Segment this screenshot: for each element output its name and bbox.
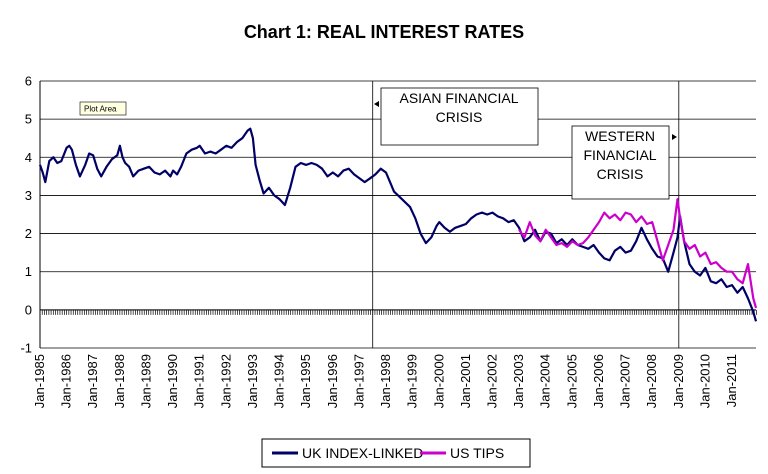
x-tick-label: Jan-1988 <box>112 354 127 408</box>
x-tick-label: Jan-1992 <box>218 354 233 408</box>
x-tick-label: Jan-1986 <box>59 354 74 408</box>
legend-label: US TIPS <box>450 445 504 461</box>
series-line-0 <box>38 127 758 322</box>
annotation-asian: ASIAN FINANCIAL CRISIS <box>374 87 539 146</box>
annotation-arrow-icon <box>672 134 677 140</box>
x-tick-label: Jan-1997 <box>351 354 366 408</box>
x-tick-label: Jan-1987 <box>85 354 100 408</box>
x-tick-label: Jan-1995 <box>298 354 313 408</box>
y-tick-label: 0 <box>25 302 32 317</box>
x-tick-label: Jan-2004 <box>538 354 553 408</box>
x-tick-label: Jan-1985 <box>32 354 47 408</box>
x-tick-label: Jan-2007 <box>618 354 633 408</box>
tooltip-text: Plot Area <box>84 105 117 114</box>
x-tick-label: Jan-1993 <box>245 354 260 408</box>
annotation-arrow-icon <box>374 101 379 107</box>
x-tick-label: Jan-1991 <box>192 354 207 408</box>
y-tick-label: 3 <box>25 188 32 203</box>
x-tick-label: Jan-1994 <box>272 354 287 408</box>
x-tick-label: Jan-2009 <box>671 354 686 408</box>
x-axis-ticks <box>39 309 757 315</box>
y-tick-label: -1 <box>20 341 32 356</box>
x-tick-label: Jan-1998 <box>378 354 393 408</box>
annotation-text: CRISIS <box>436 109 483 125</box>
annotation-text: ASIAN FINANCIAL <box>399 90 518 106</box>
annotation-box <box>380 87 539 146</box>
x-tick-label: Jan-2006 <box>591 354 606 408</box>
legend-item-1: US TIPS <box>420 445 504 461</box>
legend-label: UK INDEX-LINKED <box>302 445 423 461</box>
x-tick-label: Jan-2003 <box>511 354 526 408</box>
x-tick-label: Jan-2001 <box>458 354 473 408</box>
annotation-box <box>571 125 670 200</box>
x-tick-label: Jan-1999 <box>405 354 420 408</box>
y-tick-label: 6 <box>25 74 32 89</box>
annotation-western: WESTERN FINANCIAL CRISIS <box>571 125 677 200</box>
x-tick-label: Jan-2011 <box>724 354 739 407</box>
series-lines <box>38 127 758 322</box>
x-tick-label: Jan-2010 <box>697 354 712 408</box>
x-tick-label: Jan-2000 <box>431 354 446 408</box>
x-tick-label: Jan-1996 <box>325 354 340 408</box>
chart-title: Chart 1: REAL INTEREST RATES <box>244 22 524 42</box>
series-line-1 <box>518 198 758 309</box>
y-tick-label: 1 <box>25 264 32 279</box>
x-tick-label: Jan-2008 <box>644 354 659 408</box>
y-tick-label: 5 <box>25 112 32 127</box>
x-tick-label: Jan-2002 <box>484 354 499 408</box>
annotation-text: WESTERN <box>585 128 655 144</box>
tooltip-box <box>79 101 127 116</box>
annotation-text: FINANCIAL <box>583 147 656 163</box>
y-axis-tick-labels: -1 0 1 2 3 4 5 6 <box>20 74 32 356</box>
legend: UK INDEX-LINKED US TIPS <box>261 438 531 468</box>
legend-items: UK INDEX-LINKED US TIPS <box>272 445 504 461</box>
x-tick-label: Jan-2005 <box>564 354 579 408</box>
legend-item-0: UK INDEX-LINKED <box>272 445 423 461</box>
legend-box <box>261 438 531 468</box>
x-tick-label: Jan-1990 <box>165 354 180 408</box>
plot-area-tooltip: Plot Area <box>79 101 127 116</box>
x-axis-tick-labels: Jan-1985 Jan-1986 Jan-1987 Jan-1988 Jan-1989… <box>32 354 739 408</box>
x-tick-label: Jan-1989 <box>138 354 153 408</box>
annotation-boxes: ASIAN FINANCIAL CRISIS WESTERN FINANCIAL CRI… <box>374 87 677 200</box>
y-tick-label: 2 <box>25 226 32 241</box>
y-tick-label: 4 <box>25 150 32 165</box>
annotation-text: CRISIS <box>597 166 644 182</box>
